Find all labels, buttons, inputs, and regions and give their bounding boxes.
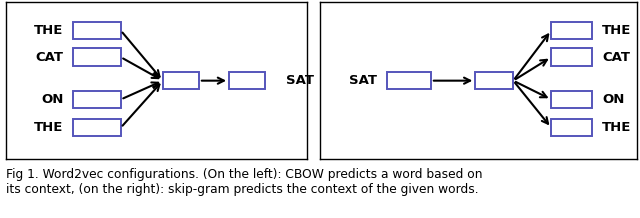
Bar <box>229 72 265 89</box>
Text: SAT: SAT <box>286 74 314 87</box>
Text: THE: THE <box>602 121 631 134</box>
Text: THE: THE <box>34 24 63 37</box>
Text: CAT: CAT <box>602 51 630 64</box>
Bar <box>387 72 431 89</box>
Bar <box>551 48 593 66</box>
Bar <box>72 48 121 66</box>
Text: Fig 1. Word2vec configurations. (On the left): CBOW predicts a word based on
its: Fig 1. Word2vec configurations. (On the … <box>6 168 483 196</box>
Text: CAT: CAT <box>36 51 63 64</box>
Bar <box>72 22 121 39</box>
Text: ON: ON <box>41 93 63 106</box>
Text: THE: THE <box>34 121 63 134</box>
Bar <box>551 22 593 39</box>
Text: THE: THE <box>602 24 631 37</box>
Bar <box>551 119 593 136</box>
Bar <box>476 72 513 89</box>
Text: SAT: SAT <box>349 74 377 87</box>
Text: ON: ON <box>602 93 625 106</box>
Bar <box>551 91 593 108</box>
Bar <box>72 119 121 136</box>
Bar <box>163 72 199 89</box>
Bar <box>72 91 121 108</box>
